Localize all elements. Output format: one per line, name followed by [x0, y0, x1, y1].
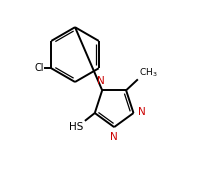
Text: CH$_3$: CH$_3$ [139, 66, 158, 79]
Text: N: N [110, 132, 118, 142]
Text: HS: HS [70, 122, 84, 132]
Text: N: N [97, 76, 105, 86]
Text: Cl: Cl [34, 63, 44, 73]
Text: N: N [138, 107, 146, 117]
